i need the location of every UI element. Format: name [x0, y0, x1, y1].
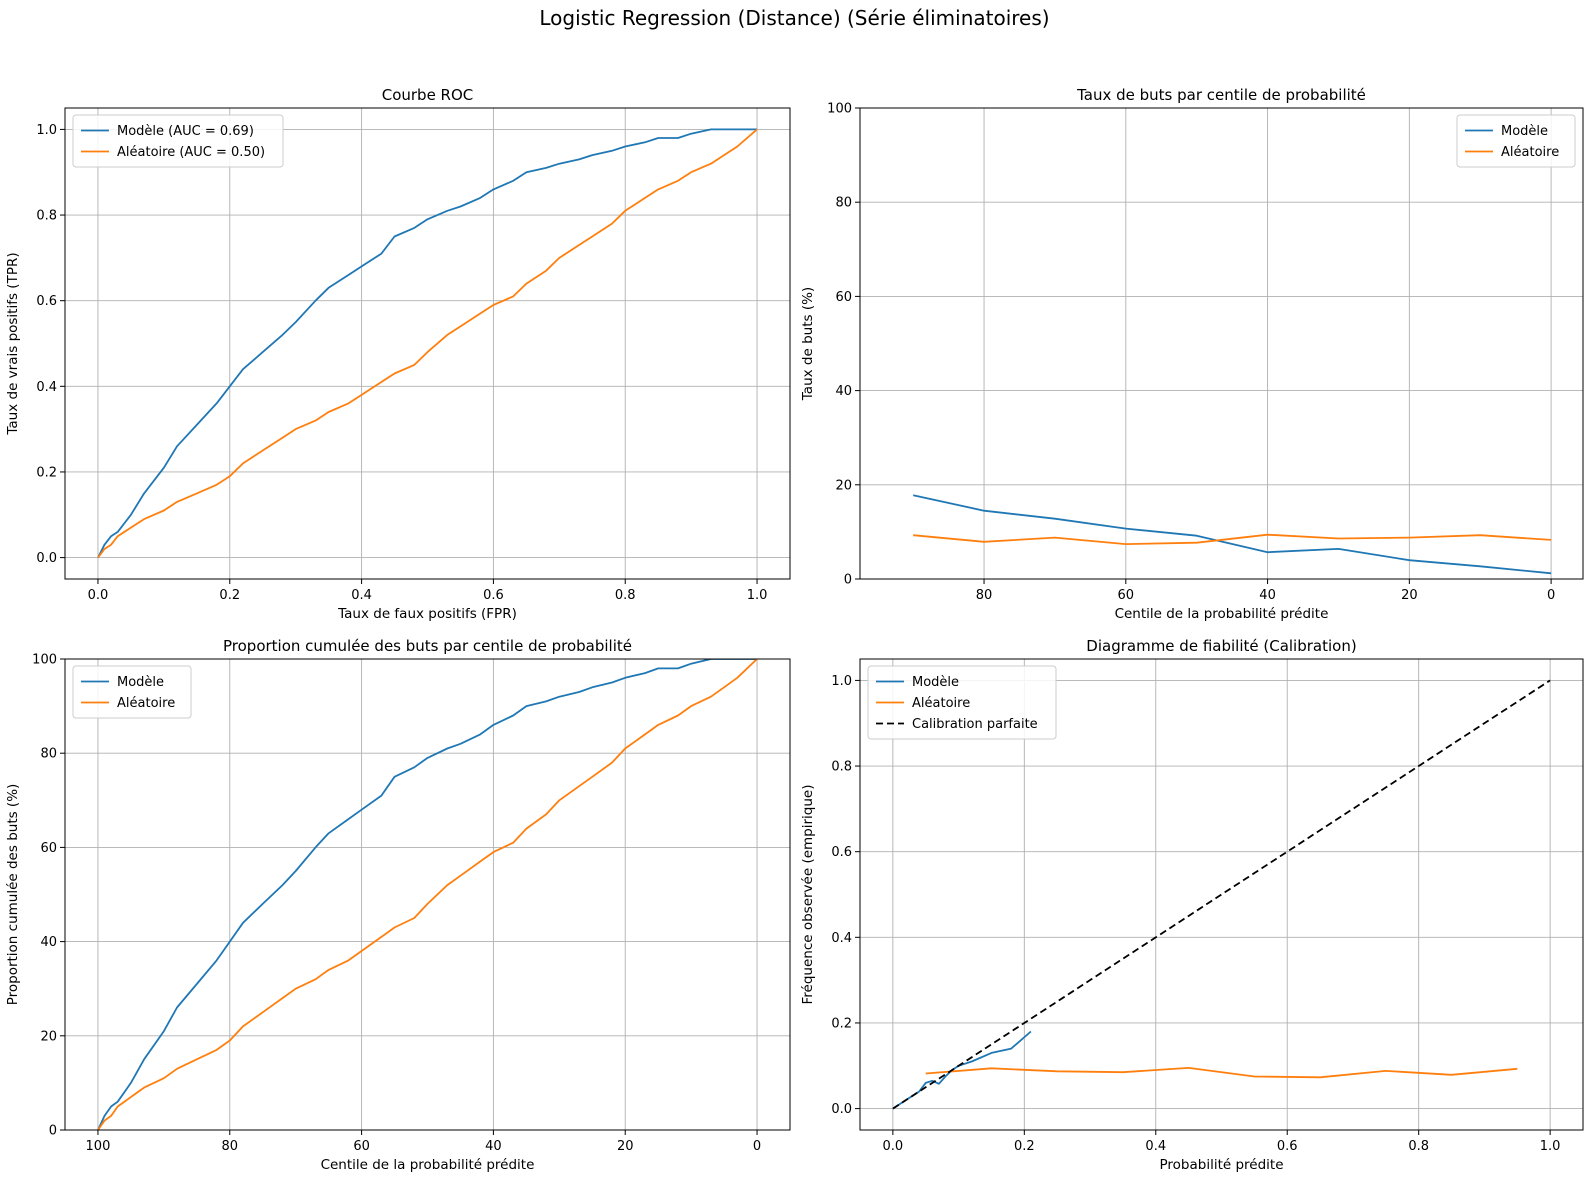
- x-tick-label: 20: [617, 1139, 634, 1154]
- legend-label: Aléatoire: [1501, 145, 1559, 160]
- y-tick-label: 0.2: [831, 1016, 852, 1031]
- y-axis-label: Proportion cumulée des buts (%): [5, 784, 21, 1006]
- chart-calibration: 0.0 0.2 0.4 0.6 0.8 1.0 0.0 0.2 0.4 0.6 0.8 1.0 Diag…: [800, 637, 1584, 1173]
- y-tick-label: 0.8: [831, 760, 852, 775]
- y-tick-label: 1.0: [831, 674, 852, 689]
- y-tick-label: 40: [835, 384, 852, 399]
- chart-roc: 0.0 0.2 0.4 0.6 0.8 1.0 0.0 0.2 0.4 0.6 0.8 1.0 Cour…: [5, 86, 791, 622]
- chart-goal_rate: 80 60 40 20 0 0 20 40 60 80 100 Taux de buts par ce…: [800, 86, 1584, 622]
- x-tick-label: 0.4: [1145, 1139, 1166, 1154]
- x-tick-label: 0: [753, 1139, 761, 1154]
- x-tick-label: 0.8: [1408, 1139, 1429, 1154]
- legend-frame: [72, 114, 284, 168]
- axes-frame: [64, 658, 791, 1131]
- legend-frame: [1456, 114, 1576, 168]
- x-tick-label: 40: [485, 1139, 502, 1154]
- x-tick-label: 0.6: [1277, 1139, 1298, 1154]
- y-tick-label: 0.6: [36, 294, 57, 309]
- series-line-model: [97, 659, 757, 1130]
- x-tick-label: 100: [86, 1139, 111, 1154]
- x-tick-label: 0.2: [1014, 1139, 1035, 1154]
- series-line-model: [913, 494, 1552, 575]
- y-tick-label: 60: [40, 841, 57, 856]
- y-tick-label: 60: [835, 290, 852, 305]
- x-tick-label: 1.0: [747, 588, 768, 603]
- y-tick-label: 100: [827, 102, 852, 117]
- y-tick-label: 40: [40, 935, 57, 950]
- y-tick-label: 0.4: [831, 931, 852, 946]
- legend-label: Modèle: [117, 675, 164, 690]
- legend-label: Modèle (AUC = 0.69): [117, 124, 254, 139]
- y-tick-label: 0.2: [36, 465, 57, 480]
- y-tick-label: 20: [835, 478, 852, 493]
- x-tick-label: 0.0: [883, 1139, 904, 1154]
- legend-label: Calibration parfaite: [912, 717, 1038, 732]
- x-tick-label: 80: [976, 588, 993, 603]
- legend-label: Aléatoire: [117, 696, 175, 711]
- legend-frame: [867, 665, 1057, 740]
- x-tick-label: 60: [353, 1139, 370, 1154]
- x-axis-label: Centile de la probabilité prédite: [1115, 606, 1329, 622]
- series-line-random: [97, 659, 758, 1130]
- x-axis-label: Taux de faux positifs (FPR): [337, 606, 517, 622]
- series-line-random: [913, 533, 1552, 545]
- x-tick-label: 20: [1401, 588, 1418, 603]
- chart-title: Proportion cumulée des buts par centile …: [223, 637, 632, 655]
- legend-label: Modèle: [912, 675, 959, 690]
- legend-frame: [72, 665, 192, 719]
- x-tick-label: 60: [1118, 588, 1135, 603]
- legend: Modèle Aléatoire: [1456, 114, 1576, 168]
- x-tick-label: 0.6: [483, 588, 504, 603]
- y-tick-label: 0: [844, 573, 852, 588]
- x-tick-label: 80: [221, 1139, 238, 1154]
- y-axis-label: Fréquence observée (empirique): [800, 784, 816, 1004]
- legend: Modèle Aléatoire Calibration parfaite: [867, 665, 1057, 740]
- x-axis-label: Centile de la probabilité prédite: [321, 1157, 535, 1173]
- y-axis-label: Taux de buts (%): [800, 287, 816, 401]
- chart-title: Taux de buts par centile de probabilité: [1076, 86, 1366, 104]
- x-tick-label: 0.8: [615, 588, 636, 603]
- y-tick-label: 1.0: [36, 123, 57, 138]
- y-axis-label: Taux de vrais positifs (TPR): [5, 252, 21, 435]
- y-tick-label: 0.0: [831, 1102, 852, 1117]
- y-tick-label: 0.8: [36, 209, 57, 224]
- y-tick-label: 20: [40, 1029, 57, 1044]
- y-tick-label: 100: [32, 653, 57, 668]
- y-tick-label: 80: [835, 196, 852, 211]
- x-tick-label: 0.4: [351, 588, 372, 603]
- axes-frame: [64, 107, 791, 580]
- chart-cumulative: 100 80 60 40 20 0 0 20 40 60 80 100 Proportion cumul…: [5, 637, 791, 1173]
- x-tick-label: 40: [1259, 588, 1276, 603]
- series-line-model: [97, 128, 757, 559]
- axes-frame: [859, 658, 1584, 1131]
- x-tick-label: 0: [1547, 588, 1555, 603]
- y-tick-label: 80: [40, 747, 57, 762]
- chart-title: Diagramme de fiabilité (Calibration): [1086, 637, 1356, 655]
- series-line-model: [892, 1030, 1032, 1110]
- y-tick-label: 0.6: [831, 845, 852, 860]
- series-line-random: [97, 128, 758, 559]
- legend: Modèle Aléatoire: [72, 665, 192, 719]
- x-tick-label: 0.0: [88, 588, 109, 603]
- series-line-random: [925, 1067, 1518, 1079]
- chart-title: Courbe ROC: [382, 86, 474, 104]
- legend: Modèle (AUC = 0.69) Aléatoire (AUC = 0.50…: [72, 114, 284, 168]
- legend-label: Aléatoire (AUC = 0.50): [117, 145, 265, 160]
- figure-title: Logistic Regression (Distance) (Série él…: [539, 6, 1050, 30]
- y-tick-label: 0.4: [36, 380, 57, 395]
- legend-label: Aléatoire: [912, 696, 970, 711]
- legend-label: Modèle: [1501, 124, 1548, 139]
- y-tick-label: 0.0: [36, 551, 57, 566]
- x-axis-label: Probabilité prédite: [1159, 1157, 1283, 1173]
- x-tick-label: 0.2: [219, 588, 240, 603]
- x-tick-label: 1.0: [1540, 1139, 1561, 1154]
- series-line-perfect: [892, 679, 1551, 1110]
- axes-frame: [859, 107, 1584, 580]
- y-tick-label: 0: [49, 1124, 57, 1139]
